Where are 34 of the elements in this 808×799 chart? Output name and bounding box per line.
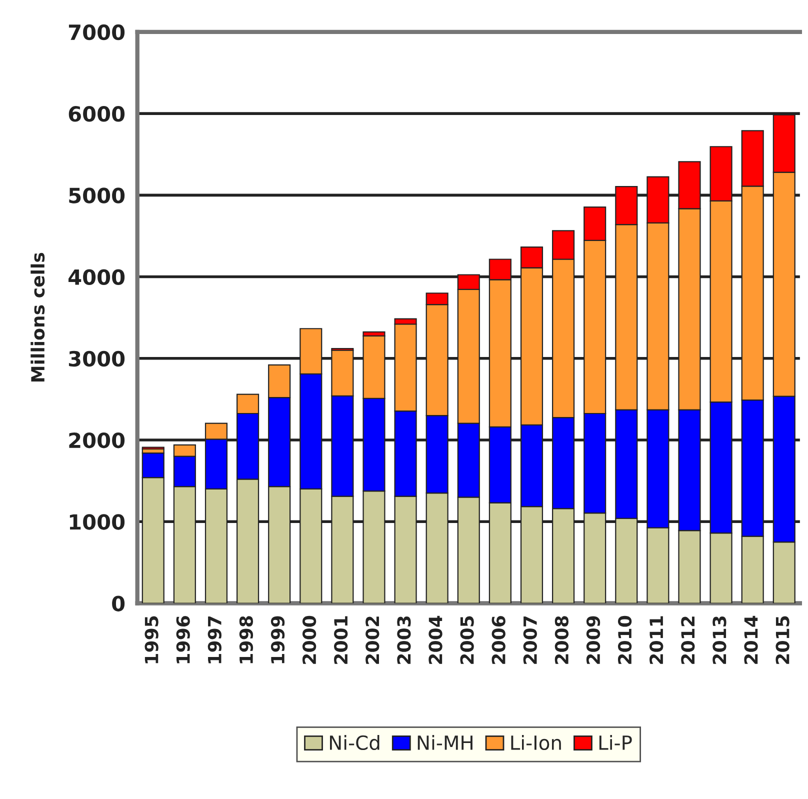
y-tick-label: 4000 — [68, 269, 125, 286]
x-tick-label: 2012 — [681, 616, 695, 664]
x-tick-label: 2002 — [366, 616, 380, 664]
x-tick-label: 1997 — [208, 616, 222, 664]
x-tick-label: 2006 — [492, 616, 506, 664]
y-tick-label: 0 — [112, 596, 125, 612]
x-tick-label: 2000 — [302, 616, 316, 664]
x-tick-label: 2008 — [554, 616, 569, 664]
legend-label: Ni-MH — [418, 735, 472, 750]
x-tick-label: 2001 — [334, 616, 348, 664]
legend-label: Ni-Cd — [330, 735, 380, 750]
x-tick-label: 2013 — [712, 616, 726, 664]
y-tick-label: 2000 — [69, 432, 125, 448]
legend-label: Li-P — [599, 735, 632, 750]
x-tick-label: 2014 — [744, 616, 758, 664]
y-tick-label: 5000 — [69, 188, 125, 204]
x-tick-label: 2003 — [397, 616, 411, 664]
x-tick-label: 2005 — [460, 616, 474, 664]
x-tick-label: 1998 — [239, 616, 254, 664]
x-tick-label: 2007 — [523, 616, 537, 664]
y-axis-title: Millions cells — [30, 252, 45, 382]
x-tick-label: 1996 — [176, 616, 190, 664]
x-tick-label: 2011 — [650, 616, 664, 664]
x-tick-label: 2010 — [618, 616, 632, 664]
x-tick-label: 2015 — [776, 616, 790, 664]
x-tick-label: 2004 — [428, 616, 442, 664]
y-tick-label: 1000 — [70, 514, 125, 530]
x-tick-label: 1995 — [144, 616, 158, 664]
x-tick-label: 2009 — [586, 616, 600, 664]
y-tick-label: 3000 — [68, 350, 125, 367]
legend-label: Li-Ion — [511, 735, 561, 750]
y-tick-label: 6000 — [68, 106, 125, 122]
y-tick-label: 7000 — [68, 24, 125, 40]
x-tick-label: 1999 — [270, 616, 285, 664]
